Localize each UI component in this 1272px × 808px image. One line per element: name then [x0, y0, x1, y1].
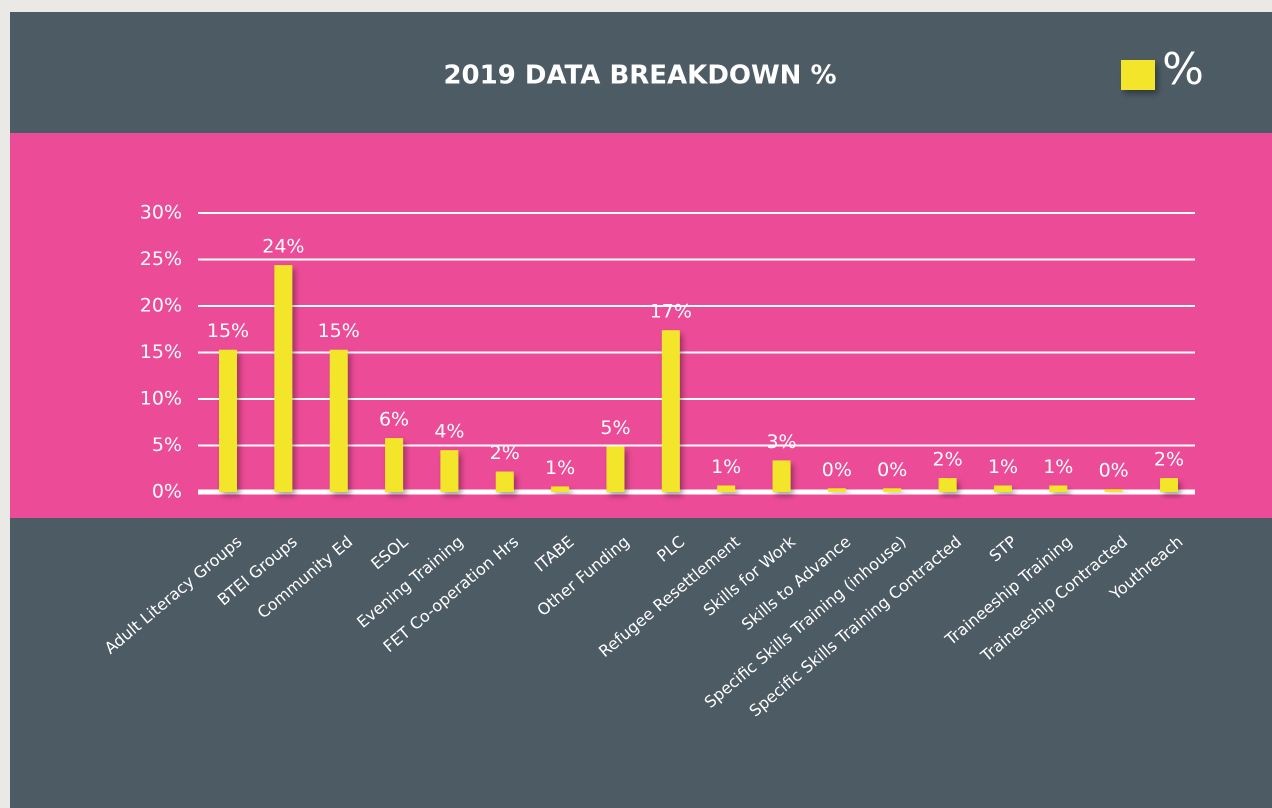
bar: [883, 488, 902, 492]
value-label: 15%: [207, 320, 249, 342]
bar: [274, 265, 293, 492]
value-label: 1%: [711, 456, 741, 478]
bar: [1104, 489, 1123, 492]
bar: [219, 349, 237, 492]
value-label: 1%: [545, 457, 575, 479]
chart-title: 2019 DATA BREAKDOWN %: [443, 61, 836, 91]
bar: [606, 446, 625, 492]
bar: [938, 478, 957, 492]
bar: [661, 330, 680, 492]
value-label: 17%: [650, 301, 692, 323]
bar: [1160, 478, 1178, 492]
y-tick-label: 10%: [140, 388, 182, 410]
legend-label: %: [1162, 44, 1204, 95]
value-label: 3%: [766, 431, 796, 453]
y-tick-label: 0%: [152, 481, 182, 503]
bar: [329, 349, 348, 492]
value-label: 0%: [877, 459, 907, 481]
value-label: 2%: [490, 442, 520, 464]
bar: [1049, 485, 1068, 492]
value-label: 5%: [600, 417, 630, 439]
bar: [495, 471, 514, 492]
bar: [440, 450, 459, 492]
bar: [717, 485, 736, 492]
bar: [385, 438, 404, 492]
bar: [827, 488, 846, 492]
value-label: 2%: [1154, 449, 1184, 471]
value-label: 2%: [933, 449, 963, 471]
legend-swatch: [1121, 60, 1155, 90]
value-label: 1%: [988, 456, 1018, 478]
value-label: 15%: [318, 320, 360, 342]
value-label: 0%: [822, 459, 852, 481]
bar: [772, 460, 791, 492]
value-label: 6%: [379, 409, 409, 431]
value-label: 1%: [1043, 456, 1073, 478]
y-tick-label: 30%: [140, 202, 182, 224]
bar: [551, 486, 570, 492]
value-label: 24%: [262, 236, 304, 258]
y-tick-label: 5%: [152, 434, 182, 456]
y-tick-label: 25%: [140, 248, 182, 270]
y-tick-label: 20%: [140, 295, 182, 317]
bar: [993, 485, 1012, 492]
plot-band: [10, 133, 1272, 518]
value-label: 0%: [1099, 460, 1129, 482]
value-label: 4%: [434, 421, 464, 443]
y-tick-label: 15%: [140, 341, 182, 363]
